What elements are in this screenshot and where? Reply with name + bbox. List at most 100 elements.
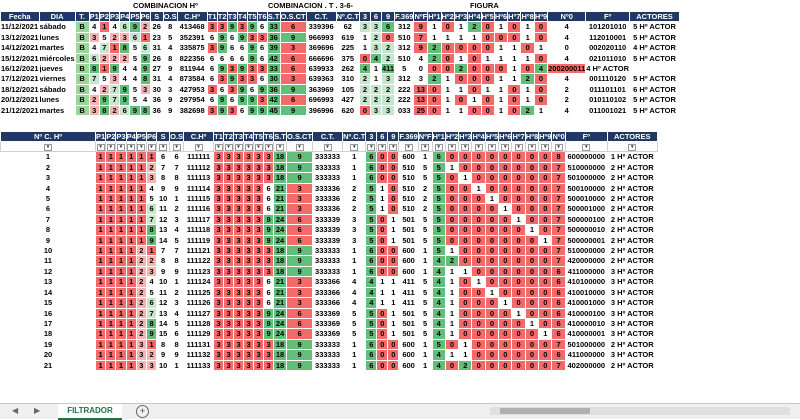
table-cell[interactable]: 0 (520, 42, 535, 54)
table-cell[interactable]: 3 (253, 161, 265, 174)
table-cell[interactable]: 0 (480, 94, 495, 106)
table-cell[interactable]: 2 (119, 52, 131, 65)
table-cell[interactable]: 0 (376, 265, 389, 278)
table-cell[interactable]: 0 (444, 203, 460, 215)
table-cell[interactable]: 1 (376, 297, 389, 309)
table-cell[interactable]: 9 (279, 83, 307, 96)
table-cell[interactable]: 9 (162, 104, 178, 117)
table-cell[interactable]: 4 (342, 297, 367, 309)
column-header[interactable]: Fecha (0, 10, 40, 23)
table-cell[interactable]: 13 (413, 83, 429, 96)
table-cell[interactable]: 4 (431, 255, 446, 267)
table-cell[interactable]: 1 (511, 307, 526, 319)
table-cell[interactable]: 3 (213, 234, 225, 247)
table-cell[interactable]: 9 (156, 349, 171, 361)
table-cell[interactable]: 3 (213, 307, 225, 319)
column-header[interactable]: S (149, 10, 164, 23)
table-cell[interactable]: 111114 (183, 182, 215, 195)
table-cell[interactable]: 6 (0, 203, 96, 215)
table-cell[interactable]: 6 (129, 31, 141, 44)
table-cell[interactable]: 0 (524, 286, 540, 299)
table-cell[interactable]: 3 (233, 359, 245, 371)
table-cell[interactable]: 0 (524, 349, 540, 361)
table-cell[interactable]: 3 (233, 297, 245, 309)
table-cell[interactable]: 5 (431, 245, 446, 257)
table-cell[interactable]: 1 (125, 234, 137, 247)
table-cell[interactable]: 6 (145, 297, 158, 309)
table-cell[interactable]: 333333 (312, 359, 344, 371)
table-cell[interactable]: 1 (507, 73, 522, 85)
table-cell[interactable]: 410100000 (564, 276, 608, 288)
table-cell[interactable]: 1 (125, 161, 137, 174)
column-header[interactable]: Hº8 (524, 130, 540, 143)
table-cell[interactable]: 1 (105, 255, 117, 267)
table-cell[interactable]: 5 (98, 73, 110, 85)
table-cell[interactable]: 1 (417, 151, 433, 163)
table-cell[interactable]: 6 (365, 245, 378, 257)
table-cell[interactable]: 0 (453, 94, 469, 106)
table-cell[interactable]: 1 (115, 255, 127, 267)
table-cell[interactable]: 7 (169, 245, 185, 257)
column-header[interactable]: Hº6 (498, 130, 513, 143)
table-cell[interactable]: 4 (145, 276, 158, 288)
table-cell[interactable]: 2 (369, 83, 382, 96)
table-cell[interactable]: 5 (417, 276, 433, 288)
table-cell[interactable]: 3 (253, 328, 265, 340)
table-cell[interactable]: 36 (149, 104, 164, 117)
table-cell[interactable]: 3 (233, 224, 245, 236)
table-cell[interactable]: 0 (471, 265, 486, 278)
table-cell[interactable]: 1 (115, 317, 127, 330)
table-cell[interactable]: 10 (156, 276, 171, 288)
table-cell[interactable]: 2 (427, 52, 442, 65)
table-cell[interactable]: 1 (98, 21, 110, 33)
table-cell[interactable]: 1 (444, 286, 460, 299)
table-cell[interactable]: 11/12/2021 (0, 21, 40, 33)
table-cell[interactable]: B (74, 42, 90, 54)
table-cell[interactable]: 2 (417, 193, 433, 205)
table-cell[interactable]: 9 (145, 328, 158, 340)
table-cell[interactable]: 312 (394, 73, 415, 85)
table-cell[interactable]: 5 (98, 31, 110, 44)
column-header[interactable]: T6 (256, 10, 268, 23)
table-cell[interactable]: 0 (511, 255, 526, 267)
table-cell[interactable]: 0 (498, 245, 513, 257)
table-cell[interactable]: 1 (135, 161, 147, 174)
table-cell[interactable]: 3 (369, 42, 382, 54)
table-cell[interactable]: 9 (129, 104, 141, 117)
table-cell[interactable]: 1 (135, 172, 147, 184)
table-cell[interactable]: 0 (458, 161, 473, 174)
table-cell[interactable]: 111127 (183, 307, 215, 319)
table-cell[interactable]: 9 (413, 21, 429, 33)
table-cell[interactable]: 3 (253, 317, 265, 330)
table-cell[interactable]: 873584 (176, 73, 208, 85)
table-cell[interactable]: 4 (88, 21, 100, 33)
table-cell[interactable]: 1 (105, 182, 117, 195)
table-cell[interactable]: 2 (417, 203, 433, 215)
table-cell[interactable]: 2 Hº ACTOR (606, 193, 658, 205)
table-cell[interactable]: 2 Hº ACTOR (606, 255, 658, 267)
table-cell[interactable]: 1 (125, 307, 137, 319)
filter-dropdown-icon[interactable]: ▾ (116, 144, 125, 151)
table-cell[interactable]: 3 (233, 172, 245, 184)
table-cell[interactable]: 2 Hº ACTOR (606, 182, 658, 195)
table-cell[interactable]: 12 (156, 213, 171, 226)
table-cell[interactable]: 3 (253, 224, 265, 236)
table-cell[interactable]: 12 (0, 265, 96, 278)
table-cell[interactable]: 333336 (312, 193, 344, 205)
table-cell[interactable]: 0 (524, 203, 540, 215)
table-cell[interactable]: 222 (394, 83, 415, 96)
table-cell[interactable]: 4 (129, 63, 141, 75)
table-cell[interactable]: 5 (129, 94, 141, 106)
table-cell[interactable]: 3 (233, 338, 245, 351)
table-cell[interactable]: 1 (387, 276, 400, 288)
table-cell[interactable]: 3 (253, 255, 265, 267)
table-cell[interactable]: 0 (493, 31, 509, 44)
table-cell[interactable]: 1 (342, 349, 367, 361)
table-cell[interactable]: 2 (380, 52, 396, 65)
table-cell[interactable]: 0 (511, 276, 526, 288)
table-cell[interactable]: 6 (256, 42, 268, 54)
table-cell[interactable]: 411 (398, 297, 419, 309)
table-cell[interactable]: 6 (279, 52, 307, 65)
table-cell[interactable]: 0 (538, 349, 553, 361)
table-cell[interactable]: 0 (524, 255, 540, 267)
